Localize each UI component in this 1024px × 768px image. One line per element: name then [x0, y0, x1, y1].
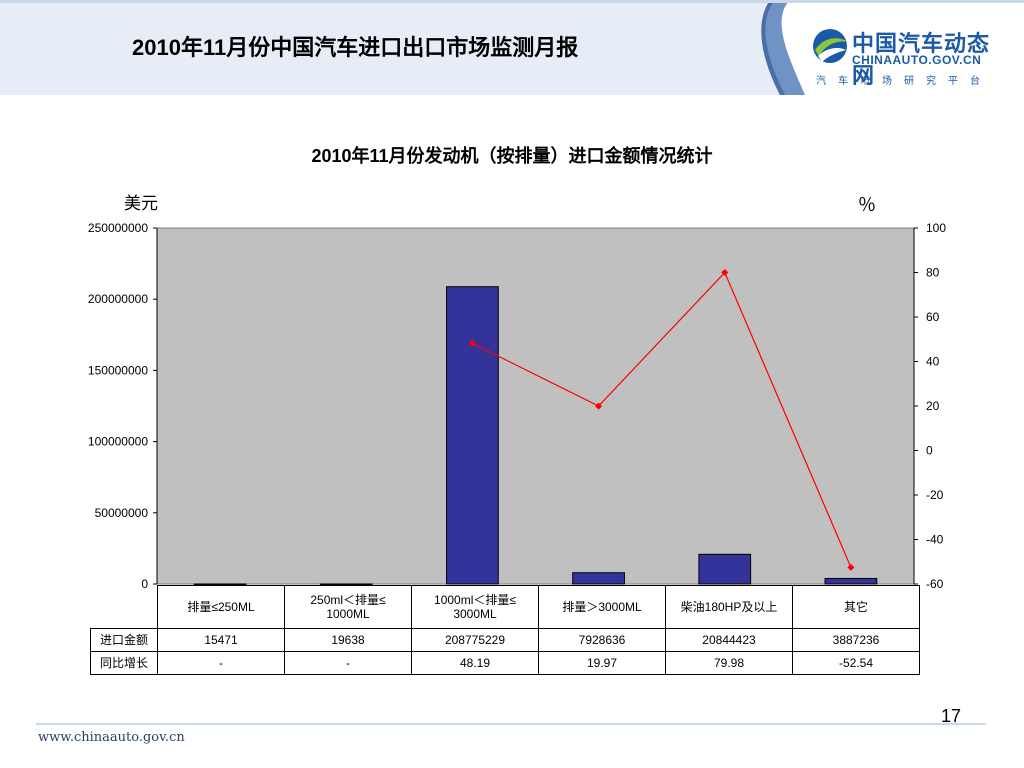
bar: [193, 583, 247, 585]
line-series: [468, 269, 855, 571]
left-tick-label: 50000000: [95, 506, 149, 520]
category-label: 1000ml＜排量≤ 3000ML: [411, 585, 539, 629]
growth-line: [472, 271, 852, 568]
category-label-line: 排量≤250ML: [187, 600, 255, 614]
table-cell: 20844423: [665, 628, 793, 652]
category-row: 排量≤250ML 250ml＜排量≤ 1000ML 1000ml＜排量≤ 3000ML 排…: [90, 585, 920, 629]
footer-url: www.chinaauto.gov.cn: [38, 730, 185, 745]
right-tick-label: -20: [926, 488, 944, 502]
row-label: 进口金额: [90, 628, 158, 652]
table-row-growth: 同比增长 - -48.19 19.97 79.98 -52.54: [90, 651, 920, 675]
left-axis-unit: 美元: [124, 194, 158, 214]
category-label: 排量≤250ML: [157, 585, 285, 629]
bar: [698, 553, 752, 585]
right-axis: 100 80 60 40 20 0 -20 -40 -60: [913, 221, 946, 591]
table-cell: 15471: [157, 628, 285, 652]
table-cell: 19638: [284, 628, 412, 652]
table-cell: 19.97: [538, 651, 666, 675]
left-tick-label: 0: [141, 577, 148, 591]
right-tick-label: -40: [926, 533, 944, 547]
left-tick-label: 150000000: [88, 363, 148, 377]
data-table: 排量≤250ML 250ml＜排量≤ 1000ML 1000ml＜排量≤ 3000ML 排…: [90, 585, 920, 675]
page-title: 2010年11月份中国汽车进口出口市场监测月报: [132, 35, 579, 60]
table-cell: 7928636: [538, 628, 666, 652]
table-cell: -: [284, 651, 412, 675]
header-wave: [0, 0, 1024, 95]
category-label-line: 1000ml＜排量≤: [434, 593, 516, 607]
bar-series: [193, 286, 878, 585]
logo-name: 中国汽车动态网: [852, 31, 991, 88]
left-tick-label: 250000000: [88, 221, 148, 235]
category-label: 排量＞3000ML: [538, 585, 666, 629]
table-row-amount: 进口金额 15471 19638 208775229 7928636 20844423 3…: [90, 628, 920, 652]
bar: [824, 577, 878, 585]
right-tick-label: 80: [926, 266, 940, 280]
table-cell: 3887236: [792, 628, 920, 652]
right-tick-label: 20: [926, 399, 940, 413]
table-cell: -: [157, 651, 285, 675]
right-axis-unit: ％: [858, 195, 876, 215]
logo-swirl-icon: [813, 29, 848, 63]
category-label: 柴油180HP及以上: [665, 585, 793, 629]
category-label-line: 3000ML: [453, 607, 497, 621]
right-tick-label: 100: [926, 221, 946, 235]
line-point: [595, 402, 603, 410]
table-cell: 79.98: [665, 651, 793, 675]
left-tick-label: 200000000: [88, 292, 148, 306]
right-tick-label: 40: [926, 355, 940, 369]
chart-title: 2010年11月份发动机（按排量）进口金额情况统计: [311, 146, 713, 166]
logo-domain: CHINAAUTO.GOV.CN: [852, 53, 982, 67]
right-tick-label: 60: [926, 310, 940, 324]
bar: [572, 572, 625, 585]
table-cell: 48.19: [411, 651, 539, 675]
row-label: 同比增长: [90, 651, 158, 675]
page-number: 17: [941, 706, 962, 726]
table-cell: -52.54: [792, 651, 920, 675]
bar: [446, 286, 499, 585]
category-label: 其它: [792, 585, 920, 629]
right-tick-label: -60: [926, 577, 944, 591]
left-tick-label: 100000000: [88, 435, 148, 449]
line-point: [721, 269, 729, 277]
category-label-line: 排量＞3000ML: [562, 600, 642, 614]
right-tick-label: 0: [926, 444, 933, 458]
line-point: [468, 339, 476, 347]
plot-area: [156, 227, 915, 585]
chinaauto-logo: 中国汽车动态网 CHINAAUTO.GOV.CN 汽车市场研究平台: [808, 22, 998, 88]
category-label-line: 其它: [843, 600, 868, 614]
category-label-line: 250ml＜排量≤: [310, 593, 386, 607]
table-corner: [90, 585, 158, 629]
left-axis: 250000000 200000000 150000000 100000000 5000…: [88, 221, 158, 591]
header-banner: 2010年11月份中国汽车进口出口市场监测月报 中国汽车动态网 CHINAAUT…: [0, 0, 1024, 95]
bar: [319, 583, 373, 585]
category-label-line: 1000ML: [326, 607, 370, 621]
footer-divider: [36, 723, 986, 725]
line-point: [847, 563, 855, 571]
logo-tagline: 汽车市场研究平台: [816, 76, 992, 87]
category-label: 250ml＜排量≤ 1000ML: [284, 585, 412, 629]
category-label-line: 柴油180HP及以上: [680, 600, 778, 614]
table-cell: 208775229: [411, 628, 539, 652]
chart-plot: 250000000 200000000 150000000 100000000 5000…: [88, 221, 946, 591]
